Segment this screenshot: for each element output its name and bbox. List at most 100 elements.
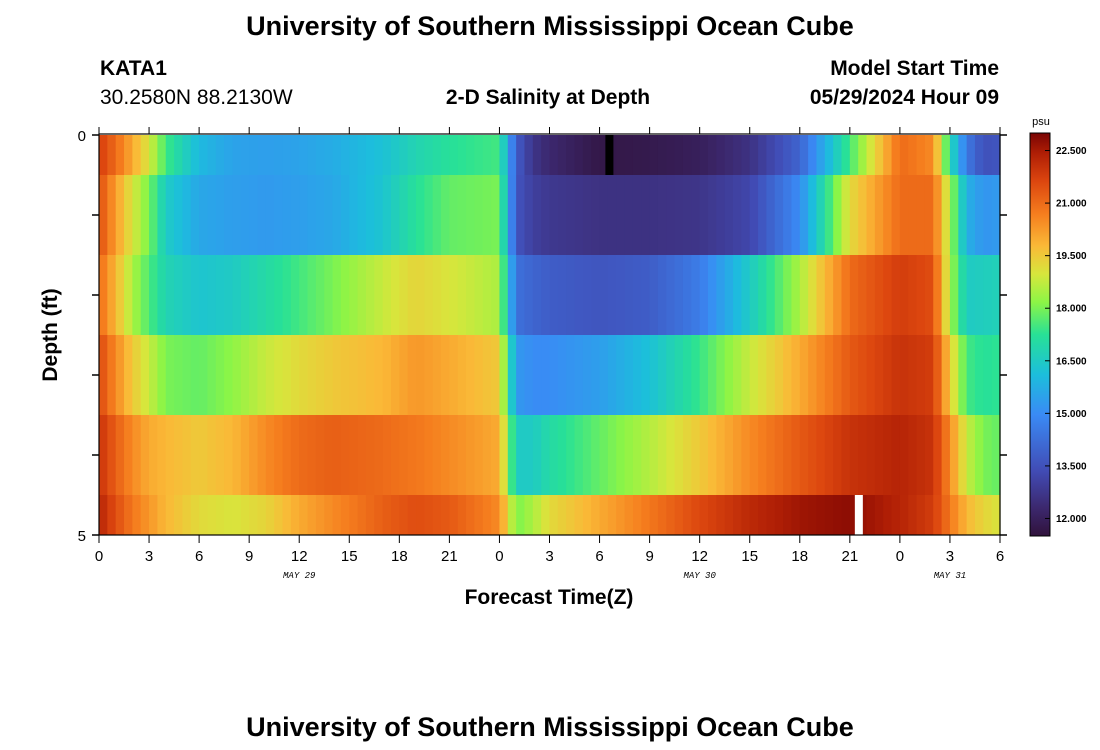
heatmap-cell — [140, 255, 150, 335]
heatmap-cell — [783, 495, 793, 535]
heatmap-cell — [758, 255, 767, 335]
heatmap-cell — [149, 135, 158, 175]
heatmap-cell — [933, 495, 943, 535]
heatmap-cell — [824, 335, 834, 415]
heatmap-cell — [265, 255, 275, 335]
y-axis: 05 — [78, 128, 1007, 545]
heatmap-cell — [340, 175, 350, 255]
heatmap-cell — [399, 495, 409, 535]
heatmap-cell — [691, 495, 701, 535]
heatmap-cell — [299, 255, 309, 335]
heatmap-cell — [607, 255, 617, 335]
heatmap-cell — [566, 495, 576, 535]
heatmap-cell — [582, 495, 592, 535]
heatmap-cell — [99, 335, 108, 415]
heatmap-cell — [399, 415, 409, 495]
heatmap-cell — [966, 175, 976, 255]
heatmap-cell — [949, 175, 959, 255]
heatmap-cell — [399, 175, 409, 255]
station-coords: 30.2580N 88.2130W — [100, 86, 293, 109]
heatmap-cell — [883, 175, 893, 255]
heatmap-cell — [332, 255, 342, 335]
heatmap-cell — [899, 335, 909, 415]
heatmap-cell — [124, 415, 133, 495]
heatmap-cell — [482, 335, 492, 415]
heatmap-cell — [174, 255, 184, 335]
heatmap-cell — [557, 135, 567, 175]
heatmap-cell — [132, 135, 142, 175]
heatmap-cell — [457, 335, 467, 415]
heatmap-cell — [599, 175, 609, 255]
heatmap-cell — [290, 135, 300, 175]
heatmap-cell — [215, 495, 225, 535]
heatmap-cell — [632, 255, 642, 335]
heatmap-cell — [966, 135, 976, 175]
y-tick-label: 5 — [78, 528, 86, 545]
heatmap-cell — [365, 495, 375, 535]
heatmap-cell — [557, 255, 567, 335]
heatmap-cell — [165, 335, 175, 415]
heatmap-cell — [149, 495, 158, 535]
colorbar-tick-label: 22.500 — [1056, 146, 1087, 157]
heatmap-cell — [833, 495, 843, 535]
heatmap-cell — [833, 135, 843, 175]
heatmap-cell — [791, 175, 801, 255]
heatmap-cell — [541, 175, 551, 255]
heatmap-cell — [657, 415, 667, 495]
heatmap-cell — [390, 495, 400, 535]
heatmap-cell — [499, 415, 509, 495]
heatmap-cell — [349, 135, 359, 175]
heatmap-cell — [833, 175, 843, 255]
x-tick-label: 9 — [245, 548, 253, 565]
heatmap-cell — [449, 135, 459, 175]
heatmap-cell — [566, 255, 576, 335]
heatmap-cell — [582, 175, 592, 255]
missing-data-marker — [854, 495, 863, 535]
heatmap-cell — [799, 415, 809, 495]
heatmap-cell — [582, 335, 592, 415]
heatmap-cell — [524, 175, 534, 255]
heatmap-cell — [449, 175, 459, 255]
heatmap-cell — [899, 175, 909, 255]
heatmap-cell — [824, 135, 834, 175]
heatmap-cell — [641, 335, 651, 415]
heatmap-cell — [432, 335, 442, 415]
heatmap-cell — [941, 495, 951, 535]
heatmap-cell — [916, 255, 926, 335]
heatmap-cell — [624, 175, 634, 255]
heatmap-cell — [799, 255, 809, 335]
heatmap-cell — [607, 415, 617, 495]
heatmap-cell — [507, 415, 517, 495]
heatmap-cell — [958, 255, 968, 335]
heatmap-cell — [282, 495, 292, 535]
heatmap-cell — [107, 335, 117, 415]
heatmap-cell — [290, 255, 300, 335]
heatmap-cell — [716, 175, 726, 255]
heatmap-cell — [232, 175, 242, 255]
heatmap-cell — [457, 135, 467, 175]
heatmap-cell — [215, 415, 225, 495]
heatmap-cell — [516, 415, 526, 495]
heatmap-cell — [724, 495, 734, 535]
heatmap-cell — [958, 415, 968, 495]
heatmap-cell — [582, 135, 592, 175]
heatmap-cell — [365, 135, 375, 175]
heatmap-cell — [808, 335, 818, 415]
heatmap-cell — [616, 335, 626, 415]
heatmap-cell — [524, 255, 534, 335]
missing-data-marker — [605, 135, 614, 175]
heatmap-cell — [149, 335, 158, 415]
heatmap-cell — [290, 415, 300, 495]
heatmap-cell — [199, 495, 209, 535]
heatmap-cell — [657, 335, 667, 415]
heatmap-cell — [349, 495, 359, 535]
heatmap-cell — [424, 255, 434, 335]
heatmap-cell — [649, 135, 659, 175]
heatmap-cell — [974, 175, 984, 255]
heatmap-cell — [849, 255, 859, 335]
heatmap-cell — [841, 495, 851, 535]
heatmap-cell — [424, 415, 434, 495]
heatmap-cell — [733, 335, 742, 415]
heatmap-cell — [749, 415, 759, 495]
heatmap-cell — [282, 335, 292, 415]
